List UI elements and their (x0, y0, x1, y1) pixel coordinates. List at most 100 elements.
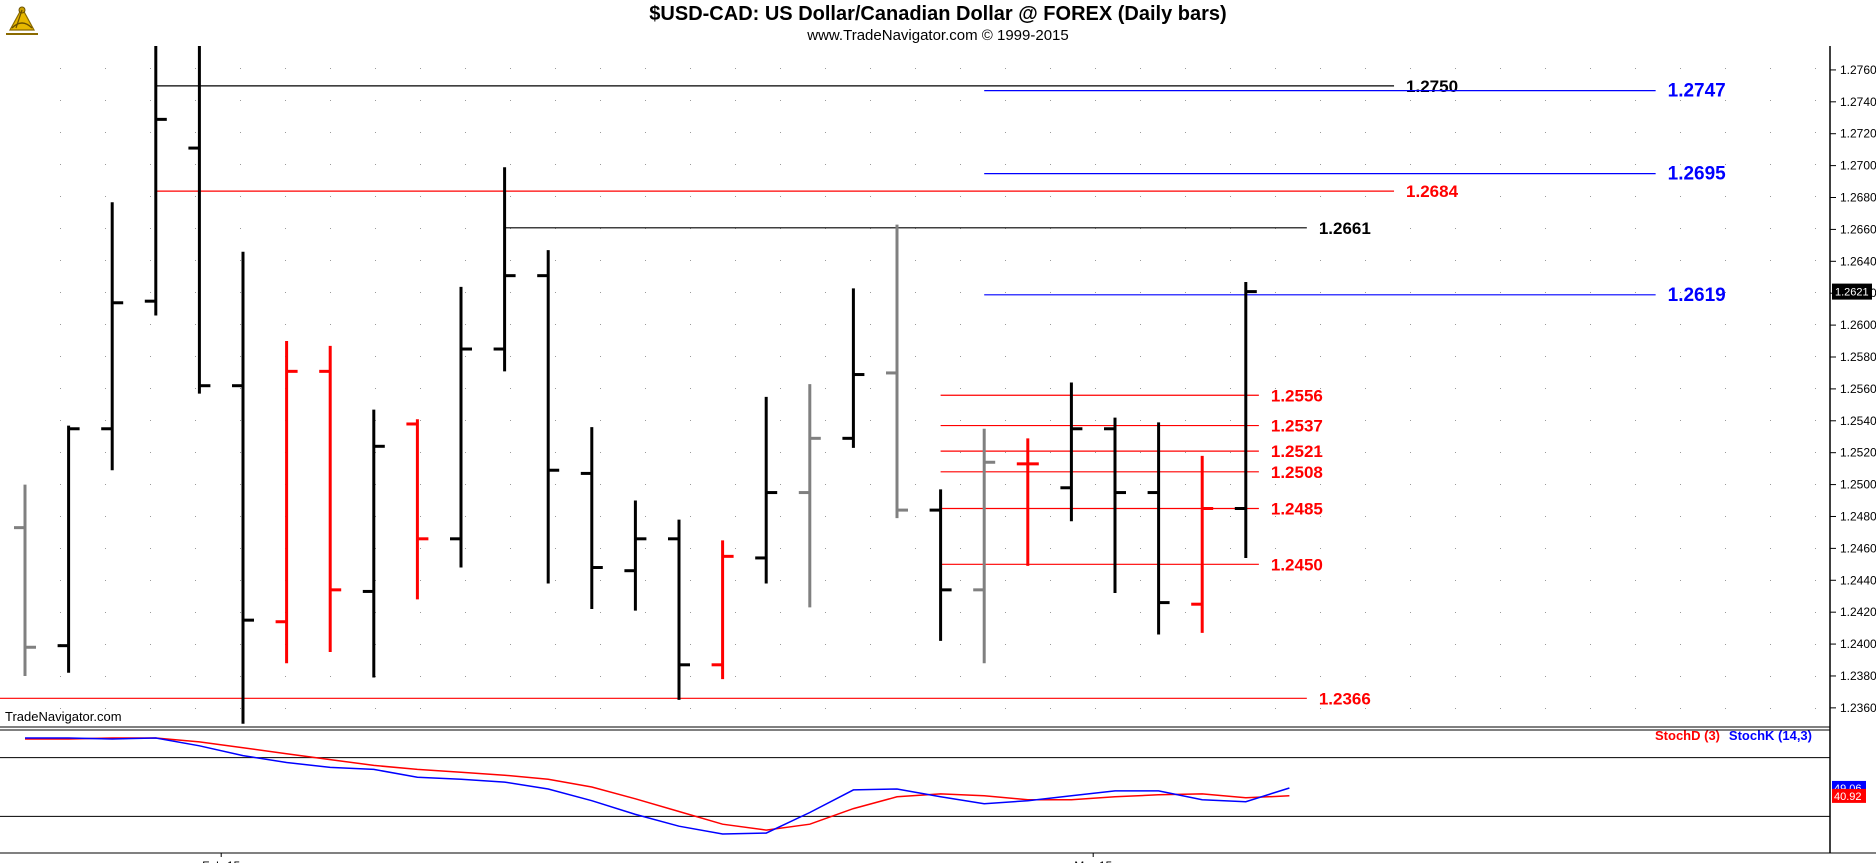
grid-dot (1770, 676, 1771, 677)
grid-dot (105, 676, 106, 677)
grid-dot (1545, 676, 1546, 677)
grid-dot (1545, 260, 1546, 261)
grid-dot (1500, 452, 1501, 453)
grid-dot (105, 388, 106, 389)
grid-dot (1680, 548, 1681, 549)
grid-dot (600, 548, 601, 549)
grid-dot (735, 644, 736, 645)
grid-dot (1725, 388, 1726, 389)
grid-dot (1815, 100, 1816, 101)
ytick-label: 1.2560 (1840, 382, 1876, 396)
grid-dot (150, 484, 151, 485)
grid-dot (1815, 580, 1816, 581)
grid-dot (735, 580, 736, 581)
grid-dot (1275, 516, 1276, 517)
grid-dot (870, 228, 871, 229)
grid-dot (285, 292, 286, 293)
grid-dot (960, 516, 961, 517)
grid-dot (1005, 68, 1006, 69)
price-axis: 1.2360 1.2380 1.2400 1.2420 1.2440 1.2460 1.24… (202, 63, 1876, 863)
grid-dot (1590, 388, 1591, 389)
grid-dot (1140, 132, 1141, 133)
grid-dot (1275, 388, 1276, 389)
grid-dot (1230, 132, 1231, 133)
grid-dot (555, 356, 556, 357)
grid-dot (1095, 68, 1096, 69)
grid-dot (1230, 612, 1231, 613)
grid-dot (420, 644, 421, 645)
level-label: 1.2747 (1668, 81, 1726, 102)
grid-dot (375, 420, 376, 421)
grid-dot (1275, 196, 1276, 197)
grid-dot (1770, 292, 1771, 293)
grid-dot (1680, 324, 1681, 325)
grid-dot (1500, 164, 1501, 165)
grid-dot (1725, 164, 1726, 165)
grid-dot (1320, 580, 1321, 581)
grid-dot (60, 484, 61, 485)
grid-dot (1635, 228, 1636, 229)
grid-dot (285, 196, 286, 197)
grid-dot (1365, 292, 1366, 293)
grid-dot (510, 516, 511, 517)
grid-dot (1410, 196, 1411, 197)
legend-stochd: StochD (3) (1655, 728, 1720, 743)
price-bar (624, 500, 647, 611)
grid-dot (600, 100, 601, 101)
grid-dot (1140, 68, 1141, 69)
grid-dot (1815, 516, 1816, 517)
grid-dot (420, 612, 421, 613)
grid-dot (735, 676, 736, 677)
grid-dot (1320, 420, 1321, 421)
grid-dot (1455, 164, 1456, 165)
ytick-label: 1.2480 (1840, 509, 1876, 523)
grid-dot (1815, 292, 1816, 293)
grid-dot (1365, 676, 1366, 677)
grid-dot (240, 452, 241, 453)
price-bar (362, 409, 385, 678)
grid-dot (960, 612, 961, 613)
grid-dot (60, 164, 61, 165)
grid-dot (645, 356, 646, 357)
price-bar (537, 250, 560, 584)
grid-dot (825, 324, 826, 325)
grid-dot (150, 260, 151, 261)
grid-dot (1140, 676, 1141, 677)
grid-dot (1410, 260, 1411, 261)
grid-dot (1500, 548, 1501, 549)
grid-dot (1635, 196, 1636, 197)
grid-dot (960, 676, 961, 677)
grid-dot (1590, 132, 1591, 133)
grid-dot (105, 580, 106, 581)
grid-dot (690, 164, 691, 165)
grid-dot (1635, 388, 1636, 389)
grid-dot (1185, 356, 1186, 357)
grid-dot (1185, 68, 1186, 69)
grid-dot (1545, 164, 1546, 165)
grid-dot (870, 100, 871, 101)
grid-dot (780, 324, 781, 325)
grid-dot (1275, 356, 1276, 357)
grid-dot (60, 452, 61, 453)
grid-dot (1455, 324, 1456, 325)
grid-dot (825, 644, 826, 645)
grid-dot (1410, 420, 1411, 421)
grid-dot (1275, 260, 1276, 261)
grid-dot (1770, 420, 1771, 421)
grid-dot (870, 164, 871, 165)
grid-dot (420, 484, 421, 485)
grid-dot (1005, 292, 1006, 293)
grid-dot (645, 580, 646, 581)
grid-dot (1500, 100, 1501, 101)
grid-dot (555, 388, 556, 389)
grid-dot (240, 228, 241, 229)
grid-dot (1230, 324, 1231, 325)
grid-dot (240, 612, 241, 613)
grid-dot (1725, 100, 1726, 101)
grid-dot (1545, 228, 1546, 229)
grid-dot (645, 644, 646, 645)
grid-dot (600, 708, 601, 709)
grid-dot (780, 548, 781, 549)
grid-dot (1770, 356, 1771, 357)
